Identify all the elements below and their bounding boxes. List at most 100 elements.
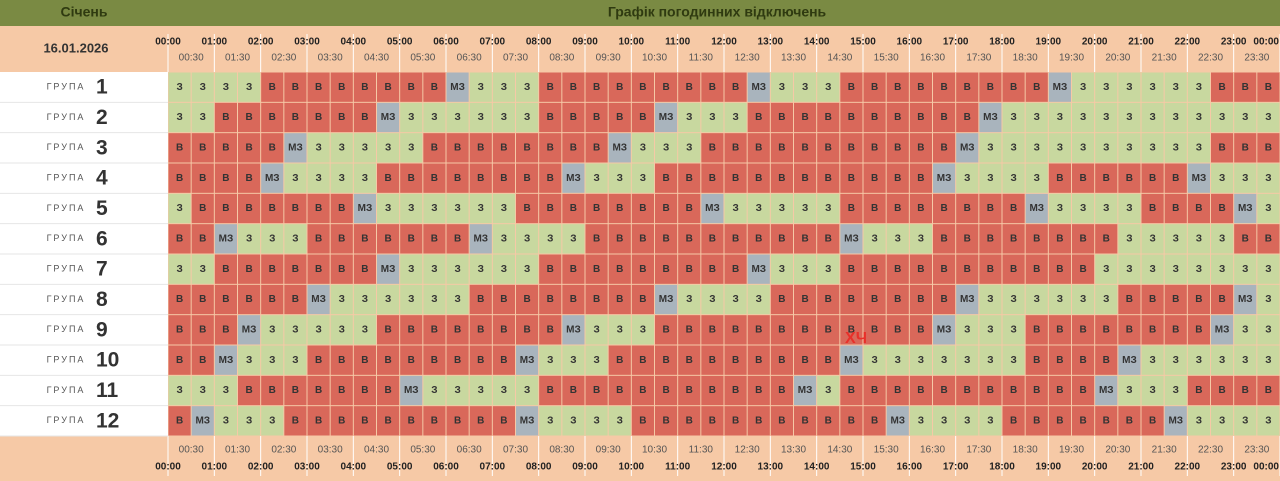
hour-label: 10:00 xyxy=(619,462,645,473)
cell xyxy=(1141,375,1164,406)
cell-text: В xyxy=(1149,324,1156,335)
cell xyxy=(400,102,423,133)
hour-label: 00:00 xyxy=(155,37,181,48)
cell xyxy=(1141,406,1164,436)
cell xyxy=(423,254,446,284)
cell xyxy=(1234,133,1257,163)
cell-text: З xyxy=(1103,203,1109,214)
cell-text: З xyxy=(1103,82,1109,93)
cell xyxy=(191,284,214,315)
cell xyxy=(840,254,863,284)
cell xyxy=(724,163,747,193)
cell-text: В xyxy=(222,264,229,275)
cell-text: З xyxy=(454,264,460,275)
half-hour-label: 21:30 xyxy=(1152,445,1177,456)
cell-text: З xyxy=(1219,415,1225,426)
cell xyxy=(1187,406,1210,436)
half-hour-label: 23:30 xyxy=(1244,53,1269,64)
cell-text: В xyxy=(454,233,461,244)
cell-text: З xyxy=(478,385,484,396)
cell xyxy=(261,193,284,224)
cell xyxy=(1072,72,1095,102)
cell xyxy=(794,102,817,133)
cell-text: В xyxy=(523,294,530,305)
cell-text: В xyxy=(593,233,600,244)
cell-text: З xyxy=(408,264,414,275)
cell-text: МЗ xyxy=(983,112,998,123)
cell xyxy=(956,406,979,436)
cell xyxy=(516,315,539,345)
cell-text: В xyxy=(269,142,276,153)
cell xyxy=(1211,345,1234,375)
cell xyxy=(492,315,515,345)
cell-text: В xyxy=(686,324,693,335)
cell xyxy=(1002,375,1025,406)
cell xyxy=(562,315,585,345)
cell-text: З xyxy=(918,415,924,426)
cell-text: З xyxy=(779,82,785,93)
cell-text: В xyxy=(454,324,461,335)
cell xyxy=(770,102,793,133)
cell-text: З xyxy=(176,385,182,396)
half-hour-label: 02:30 xyxy=(271,445,296,456)
half-hour-label: 12:30 xyxy=(735,445,760,456)
cell xyxy=(631,163,654,193)
cell-text: З xyxy=(431,203,437,214)
cell-text: З xyxy=(1080,142,1086,153)
hour-label: 12:00 xyxy=(711,37,737,48)
cell xyxy=(817,72,840,102)
cell xyxy=(1002,193,1025,224)
cell xyxy=(979,315,1002,345)
hour-label: 16:00 xyxy=(897,37,923,48)
cell-text: З xyxy=(385,142,391,153)
cell-text: МЗ xyxy=(751,264,766,275)
cell xyxy=(330,163,353,193)
cell xyxy=(724,375,747,406)
cell-text: В xyxy=(1103,233,1110,244)
cell-text: В xyxy=(593,294,600,305)
cell-text: В xyxy=(1056,324,1063,335)
cell-text: В xyxy=(547,173,554,184)
cell-text: В xyxy=(361,82,368,93)
cell xyxy=(979,284,1002,315)
cell xyxy=(562,345,585,375)
cell-text: МЗ xyxy=(1238,203,1253,214)
cell xyxy=(562,284,585,315)
cell-text: З xyxy=(593,415,599,426)
cell xyxy=(562,102,585,133)
cell xyxy=(469,375,492,406)
cell xyxy=(400,72,423,102)
cell xyxy=(724,406,747,436)
cell-text: В xyxy=(917,324,924,335)
cell-text: В xyxy=(616,385,623,396)
cell-text: В xyxy=(1265,82,1272,93)
cell xyxy=(214,224,237,254)
cell-text: З xyxy=(1173,385,1179,396)
cell xyxy=(1072,375,1095,406)
cell xyxy=(562,406,585,436)
cell-text: В xyxy=(338,112,345,123)
cell xyxy=(1211,375,1234,406)
cell-text: З xyxy=(315,142,321,153)
cell xyxy=(631,406,654,436)
cell xyxy=(1118,375,1141,406)
cell-text: В xyxy=(547,203,554,214)
cell-text: З xyxy=(223,415,229,426)
title: Графік погодинних відключень xyxy=(608,4,827,20)
cell xyxy=(284,345,307,375)
cell xyxy=(655,406,678,436)
cell-text: В xyxy=(1265,142,1272,153)
cell xyxy=(724,224,747,254)
cell xyxy=(747,163,770,193)
cell-text: З xyxy=(200,385,206,396)
cell-text: З xyxy=(732,112,738,123)
cell-text: МЗ xyxy=(1215,324,1230,335)
cell xyxy=(1187,193,1210,224)
cell xyxy=(1187,254,1210,284)
hour-label: 03:00 xyxy=(294,37,320,48)
cell xyxy=(840,72,863,102)
cell-text: З xyxy=(478,203,484,214)
cell-text: В xyxy=(570,112,577,123)
cell-text: В xyxy=(848,82,855,93)
